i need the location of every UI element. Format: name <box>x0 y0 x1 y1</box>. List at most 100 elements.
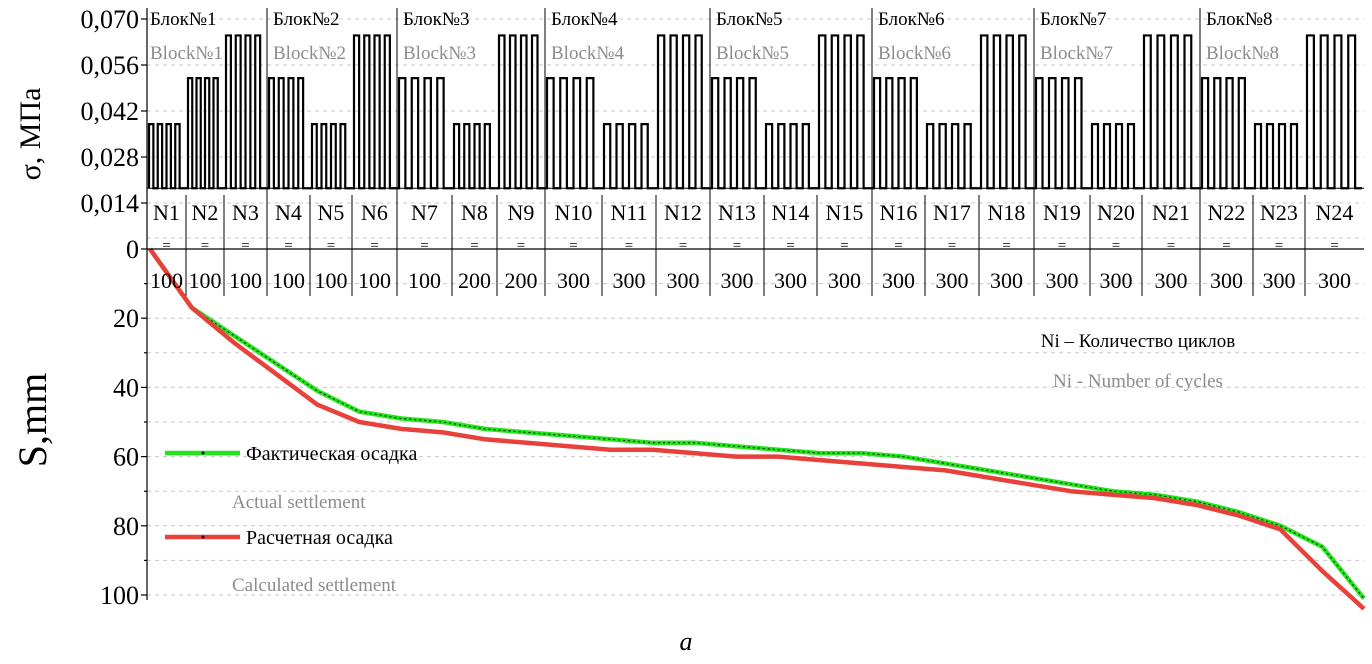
stage-label: N14 <box>772 200 810 225</box>
stage-label: N7 <box>411 200 438 225</box>
stage-cycles: 200 <box>505 268 538 293</box>
stage-equals-sign: = <box>284 238 292 254</box>
stage-equals-sign: = <box>517 238 525 254</box>
stage-equals-sign: = <box>162 238 170 254</box>
stage-cycles: 300 <box>1210 268 1243 293</box>
block-name-en: Block№2 <box>273 43 346 64</box>
stage-cycles: 100 <box>229 268 262 293</box>
axes <box>141 8 1364 600</box>
stage-equals-sign: = <box>420 238 428 254</box>
stage-label: N12 <box>664 200 702 225</box>
stage-label: N13 <box>718 200 756 225</box>
stage-label: N22 <box>1208 200 1246 225</box>
sigma-tick-label: 0 <box>126 235 139 264</box>
stage-equals-sign: = <box>470 238 478 254</box>
sigma-tick-label: 0,042 <box>81 97 140 126</box>
stage-cycles: 300 <box>990 268 1023 293</box>
stage-label: N19 <box>1043 200 1081 225</box>
block-name-en: Block№6 <box>878 43 951 64</box>
stage-equals-sign: = <box>201 238 209 254</box>
stage-cycles: 200 <box>458 268 491 293</box>
sigma-axis-label: σ, МПа <box>14 88 47 181</box>
legend-marker-calculated <box>201 535 205 539</box>
stage-label: N1 <box>153 200 180 225</box>
stage-cycles: 100 <box>150 268 183 293</box>
stage-cycles: 300 <box>1263 268 1296 293</box>
stage-label: N15 <box>826 200 864 225</box>
stage-equals-sign: = <box>241 238 249 254</box>
stage-label: N16 <box>880 200 918 225</box>
stage-equals-sign: = <box>1112 238 1120 254</box>
stage-cycles: 100 <box>315 268 348 293</box>
stage-equals-sign: = <box>894 238 902 254</box>
stage-cycles: 300 <box>667 268 700 293</box>
stage-equals-sign: = <box>327 238 335 254</box>
stage-equals-sign: = <box>370 238 378 254</box>
stage-equals-sign: = <box>679 238 687 254</box>
stage-equals-sign: = <box>1002 238 1010 254</box>
stage-cycles: 100 <box>272 268 305 293</box>
legend-label-ru: Расчетная осадка <box>246 527 393 549</box>
block-name-ru: Блок№3 <box>403 9 470 30</box>
block-name-en: Block№1 <box>150 43 223 64</box>
settlement-tick-label: 20 <box>113 304 139 333</box>
settlement-axis-label: S,mm <box>10 373 55 467</box>
block-name-ru: Блок№5 <box>716 9 783 30</box>
stage-equals-sign: = <box>625 238 633 254</box>
stage-equals-sign: = <box>786 238 794 254</box>
sigma-tick-label: 0,014 <box>81 189 140 218</box>
stage-label: N21 <box>1152 200 1190 225</box>
cycles-legend-en: Ni - Number of cycles <box>1053 371 1223 392</box>
stage-cycles: 100 <box>189 268 222 293</box>
stage-label: N24 <box>1316 200 1354 225</box>
block-name-ru: Блок№8 <box>1206 9 1273 30</box>
stage-cycles: 300 <box>936 268 969 293</box>
stage-cycles: 300 <box>557 268 590 293</box>
stage-label: N9 <box>508 200 535 225</box>
stage-label: N5 <box>318 200 345 225</box>
stage-equals-sign: = <box>840 238 848 254</box>
stage-label: N18 <box>988 200 1026 225</box>
stage-equals-sign: = <box>569 238 577 254</box>
settlement-line-actual-dots <box>149 248 1365 599</box>
block-name-en: Block№7 <box>1040 43 1113 64</box>
block-boundaries <box>185 8 1306 296</box>
stage-equals-sign: = <box>1058 238 1066 254</box>
stage-cycles: 300 <box>721 268 754 293</box>
block-name-en: Block№5 <box>716 43 789 64</box>
stage-equals-sign: = <box>733 238 741 254</box>
stage-label: N10 <box>555 200 593 225</box>
stage-cycles: 300 <box>1318 268 1351 293</box>
sigma-tick-label: 0,056 <box>81 51 140 80</box>
legend-label-en: Actual settlement <box>232 492 366 513</box>
sigma-tick-label: 0,028 <box>81 143 140 172</box>
settlement-line-calculated <box>148 247 1366 611</box>
settlement-tick-label: 60 <box>113 443 139 472</box>
settlement-tick-label: 80 <box>113 512 139 541</box>
settlement-tick-label: 40 <box>113 373 139 402</box>
legend-marker-actual <box>201 451 205 455</box>
block-name-en: Block№3 <box>403 43 476 64</box>
stage-cycles: 300 <box>1155 268 1188 293</box>
block-name-ru: Блок№2 <box>273 9 340 30</box>
labels: 0,070 0,056 0,042 0,028 0,014 0 20 40 60 80 100 σ, … <box>10 5 1353 656</box>
sigma-tick-label: 0,070 <box>81 5 140 34</box>
stage-cycles: 300 <box>828 268 861 293</box>
stage-cycles: 300 <box>774 268 807 293</box>
block-name-ru: Блок№1 <box>150 9 217 30</box>
settlement-series <box>148 247 1366 611</box>
stage-equals-sign: = <box>1330 238 1338 254</box>
stage-cycles: 300 <box>613 268 646 293</box>
block-name-ru: Блок№7 <box>1040 9 1107 30</box>
block-name-ru: Блок№6 <box>878 9 945 30</box>
stage-cycles: 300 <box>1046 268 1079 293</box>
block-name-en: Block№4 <box>551 43 625 64</box>
block-name-en: Block№8 <box>1206 43 1279 64</box>
loading-regime-series <box>147 34 1364 190</box>
legend-label-ru: Фактическая осадка <box>246 443 417 465</box>
stage-label: N20 <box>1097 200 1135 225</box>
stage-equals-sign: = <box>1275 238 1283 254</box>
figure-caption: a <box>680 627 693 656</box>
stage-label: N6 <box>361 200 388 225</box>
